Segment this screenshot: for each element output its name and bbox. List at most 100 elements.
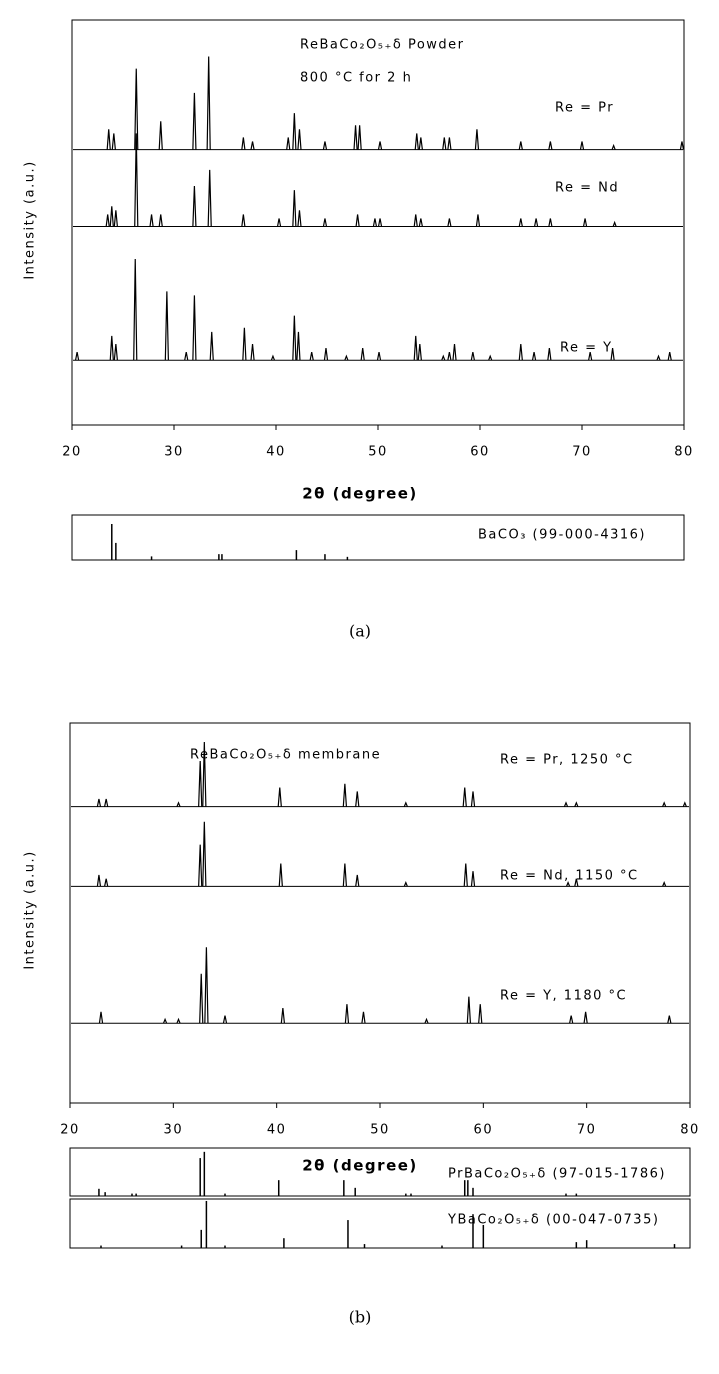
diffraction-peak [323, 347, 329, 361]
diffraction-peak [292, 113, 297, 150]
x-tick-label: 60 [474, 1123, 494, 1138]
diffraction-peak [403, 881, 408, 887]
diffraction-peak [372, 218, 378, 227]
annotation: ReBaCo₂O₅₊δ Powder [300, 38, 465, 53]
diffraction-peak [414, 133, 419, 150]
x-tick-label: 70 [572, 445, 592, 460]
diffraction-peak [204, 947, 209, 1024]
series-label: Re = Pr, 1250 °C [500, 753, 634, 768]
diffraction-peak [206, 56, 211, 150]
x-tick-label: 40 [266, 445, 286, 460]
diffraction-peak [109, 335, 114, 361]
diffraction-peak [242, 327, 247, 361]
diffraction-peak [418, 137, 423, 150]
diffraction-peak [292, 190, 297, 227]
x-tick-label: 20 [62, 445, 82, 460]
diffraction-peak [442, 137, 447, 150]
series-label: Re = Y [560, 341, 613, 356]
diffraction-peak [292, 315, 297, 361]
diffraction-peak [360, 347, 365, 361]
diffraction-peak [162, 1017, 168, 1024]
diffraction-peak [184, 351, 189, 361]
diffraction-peak [569, 1015, 574, 1024]
diffraction-peak [548, 218, 553, 227]
diffraction-peak [202, 821, 207, 887]
diffraction-peak [466, 996, 472, 1024]
diffraction-peak [357, 125, 362, 150]
x-tick-label: 30 [164, 1123, 184, 1138]
diffraction-peak [424, 1017, 429, 1024]
series-label: Re = Pr [555, 101, 614, 116]
diffraction-peak [199, 973, 204, 1024]
diffraction-peak [447, 351, 452, 361]
diffraction-peak [667, 351, 672, 361]
series-label: PrBaCo₂O₅₊δ (97-015-1786) [448, 1167, 666, 1182]
diffraction-peak [565, 881, 571, 887]
x-axis-title: 2θ (degree) [302, 1157, 418, 1175]
diffraction-peak [470, 351, 475, 361]
diffraction-peak [192, 92, 197, 150]
plot-frame [69, 1198, 691, 1249]
diffraction-peak [198, 760, 203, 807]
diffraction-peak [574, 801, 579, 807]
diffraction-peak [463, 863, 468, 887]
diffraction-peak [377, 218, 383, 227]
diffraction-peak [241, 137, 246, 150]
diffraction-peak [176, 1017, 181, 1024]
annotation: ReBaCo₂O₅₊δ membrane [190, 748, 381, 763]
plot-frame [69, 1147, 691, 1197]
x-tick-label: 60 [470, 445, 490, 460]
y-axis-title: Intensity (a.u.) [23, 160, 38, 279]
diffraction-peak [662, 801, 667, 807]
diffraction-peak [277, 787, 282, 807]
x-tick-label: 30 [164, 445, 184, 460]
diffraction-peak [518, 141, 523, 150]
diffraction-peak [111, 133, 116, 150]
diffraction-peak [270, 354, 276, 361]
series-label: Re = Y, 1180 °C [500, 989, 627, 1004]
diffraction-peak [149, 214, 154, 227]
diffraction-peak [610, 347, 615, 361]
diffraction-peak [98, 1011, 104, 1024]
diffraction-peak [662, 881, 667, 887]
diffraction-peak [207, 169, 212, 227]
panel-caption: (b) [349, 1308, 372, 1327]
diffraction-peak [202, 741, 207, 807]
diffraction-peak [176, 801, 181, 807]
diffraction-peak [474, 129, 480, 150]
diffraction-peak [96, 798, 102, 807]
diffraction-peak [518, 343, 523, 361]
diffraction-peak [583, 1011, 588, 1024]
diffraction-peak [531, 351, 537, 361]
diffraction-peak [322, 141, 328, 150]
diffraction-peak [344, 354, 349, 361]
diffraction-peak [548, 141, 553, 150]
diffraction-peak [470, 791, 476, 807]
diffraction-peak [286, 137, 291, 150]
diffraction-peak [113, 210, 118, 227]
diffraction-peak [612, 220, 617, 227]
diffraction-peak [413, 335, 418, 361]
diffraction-peak [588, 351, 593, 361]
diffraction-peak [361, 1011, 366, 1024]
diffraction-peak [377, 141, 383, 150]
diffraction-peak [441, 354, 446, 361]
diffraction-peak [241, 214, 246, 227]
diffraction-peak [192, 186, 197, 227]
diffraction-peak [579, 141, 585, 150]
diffraction-peak [104, 878, 109, 887]
diffraction-peak [278, 863, 283, 887]
diffraction-peak [309, 351, 314, 361]
diffraction-peak [656, 354, 661, 361]
series-label: Re = Nd [555, 181, 619, 196]
diffraction-peak [158, 214, 163, 227]
diffraction-peak [667, 1015, 672, 1024]
diffraction-peak [403, 801, 408, 807]
diffraction-peak [679, 141, 685, 150]
diffraction-peak [250, 343, 255, 361]
diffraction-peak [462, 787, 467, 807]
diffraction-peak [488, 354, 493, 361]
diffraction-peak [518, 218, 523, 227]
diffraction-peak [297, 129, 302, 150]
